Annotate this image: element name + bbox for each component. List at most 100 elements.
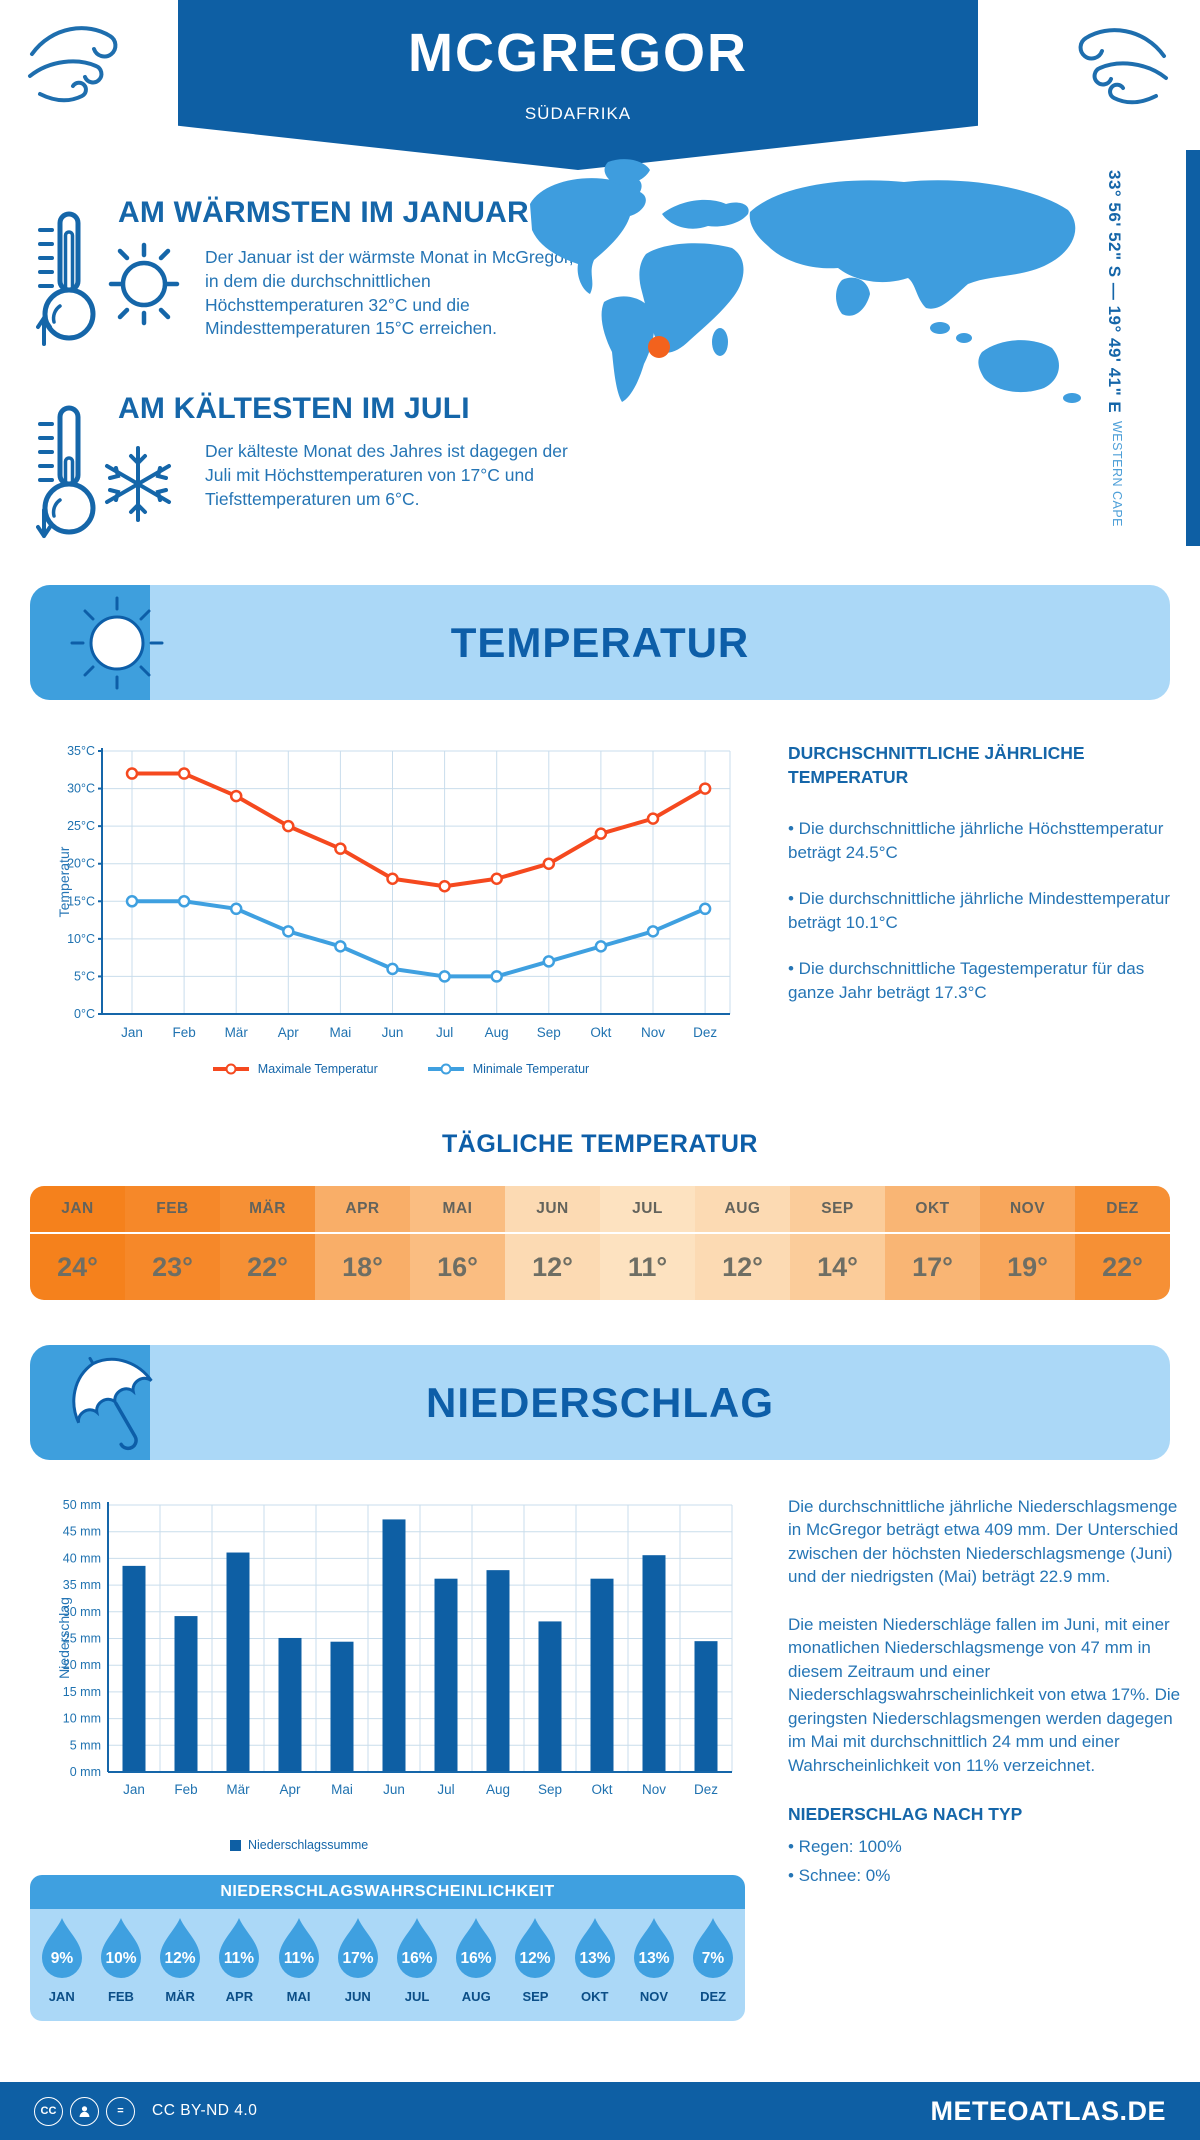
map-asia bbox=[749, 180, 1076, 309]
daily-temp-value: 17° bbox=[912, 1251, 953, 1282]
svg-text:20°C: 20°C bbox=[67, 857, 95, 871]
daily-temp-cell-okt: OKT 17° bbox=[885, 1186, 980, 1300]
svg-text:10 mm: 10 mm bbox=[63, 1712, 101, 1726]
daily-temp-cell-jan: JAN 24° bbox=[30, 1186, 125, 1300]
raindrop-icon: 7% bbox=[693, 1918, 734, 1978]
raindrop-icon: 10% bbox=[100, 1918, 141, 1978]
daily-temp-cell-aug: AUG 12° bbox=[695, 1186, 790, 1300]
svg-text:Apr: Apr bbox=[278, 1025, 300, 1040]
precipitation-type-bullets: • Regen: 100% • Schnee: 0% bbox=[788, 1835, 1183, 1888]
daily-temp-month: MAI bbox=[442, 1200, 473, 1217]
precipitation-text-block: Die durchschnittliche jährliche Niedersc… bbox=[788, 1495, 1183, 1894]
map-australia bbox=[978, 340, 1059, 393]
map-north-america bbox=[530, 176, 646, 294]
cc-person-icon bbox=[70, 2096, 99, 2126]
probability-drop-aug: 16% AUG bbox=[449, 1916, 504, 2004]
probability-month: DEZ bbox=[700, 1989, 727, 2004]
probability-value: 13% bbox=[638, 1950, 669, 1967]
bullet-item: • Die durchschnittliche jährliche Mindes… bbox=[788, 889, 1171, 932]
raindrop-icon: 16% bbox=[456, 1918, 497, 1978]
precipitation-banner: NIEDERSCHLAG bbox=[30, 1345, 1170, 1460]
daily-temp-month: FEB bbox=[156, 1200, 189, 1217]
svg-text:Dez: Dez bbox=[693, 1025, 717, 1040]
cell-divider bbox=[980, 1232, 1075, 1234]
map-new-zealand bbox=[1063, 393, 1081, 403]
probability-month: OKT bbox=[580, 1989, 609, 2004]
cell-divider bbox=[1075, 1232, 1170, 1234]
daily-temp-value: 14° bbox=[817, 1251, 858, 1282]
precipitation-paragraph-1: Die durchschnittliche jährliche Niedersc… bbox=[788, 1497, 1179, 1587]
raindrop-icon: 13% bbox=[633, 1918, 674, 1978]
probability-drop-mär: 12% MÄR bbox=[153, 1916, 208, 2004]
probability-value: 12% bbox=[520, 1950, 551, 1967]
world-map bbox=[530, 159, 1081, 403]
svg-text:50 mm: 50 mm bbox=[63, 1498, 101, 1512]
probability-month: SEP bbox=[522, 1989, 549, 2004]
daily-temp-cell-mai: MAI 16° bbox=[410, 1186, 505, 1300]
thermometer-cold-icon bbox=[36, 405, 96, 538]
daily-temp-value: 12° bbox=[722, 1251, 763, 1282]
svg-text:Mär: Mär bbox=[226, 1782, 250, 1797]
probability-title: NIEDERSCHLAGSWAHRSCHEINLICHKEIT bbox=[30, 1875, 745, 1909]
probability-month: AUG bbox=[461, 1989, 491, 2004]
svg-text:Mai: Mai bbox=[330, 1025, 352, 1040]
daily-temp-month: JUL bbox=[632, 1200, 663, 1217]
svg-text:Jan: Jan bbox=[123, 1782, 145, 1797]
probability-drop-okt: 13% OKT bbox=[567, 1916, 622, 2004]
cell-divider bbox=[695, 1232, 790, 1234]
raindrop-icon: 17% bbox=[337, 1918, 378, 1978]
probability-value: 13% bbox=[579, 1950, 610, 1967]
precipitation-chart-legend: Niederschlagssumme bbox=[55, 1838, 745, 1852]
svg-text:Feb: Feb bbox=[174, 1782, 197, 1797]
svg-text:Jun: Jun bbox=[382, 1025, 404, 1040]
raindrop-icon: 11% bbox=[278, 1918, 319, 1978]
daily-temp-month: SEP bbox=[821, 1200, 854, 1217]
probability-value: 16% bbox=[461, 1950, 492, 1967]
temperature-line-chart: 0°C 5°C 10°C 15°C 20°C 25°C 30°C 35°C Jan Feb Mär A… bbox=[56, 744, 731, 1040]
map-india bbox=[836, 277, 870, 316]
legend-label: Maximale Temperatur bbox=[257, 1062, 378, 1076]
temperature-banner-title: TEMPERATUR bbox=[450, 618, 750, 666]
precipitation-paragraph-2: Die meisten Niederschläge fallen im Juni… bbox=[788, 1614, 1181, 1775]
legend-line-sample bbox=[212, 1063, 249, 1075]
map-south-america bbox=[601, 296, 655, 402]
svg-text:0°C: 0°C bbox=[74, 1007, 95, 1021]
daily-temp-month: NOV bbox=[1009, 1200, 1046, 1217]
probability-drop-jan: 9% JAN bbox=[34, 1916, 89, 2004]
raindrop-icon: 16% bbox=[397, 1918, 438, 1978]
svg-text:Dez: Dez bbox=[694, 1782, 718, 1797]
probability-month: JUL bbox=[404, 1989, 430, 2004]
cell-divider bbox=[410, 1232, 505, 1234]
daily-temp-cell-dez: DEZ 22° bbox=[1075, 1186, 1170, 1300]
page-subtitle: SÜDAFRIKA bbox=[524, 104, 632, 123]
daily-temp-value: 19° bbox=[1007, 1251, 1048, 1282]
probability-drop-apr: 11% APR bbox=[212, 1916, 267, 2004]
precipitation-type-heading: NIEDERSCHLAG NACH TYP bbox=[788, 1803, 1023, 1824]
location-marker bbox=[648, 336, 670, 358]
raindrop-icon: 9% bbox=[41, 1918, 82, 1978]
svg-text:35 mm: 35 mm bbox=[63, 1578, 101, 1592]
warmest-heading: AM WÄRMSTEN IM JANUAR bbox=[118, 196, 529, 229]
probability-drop-sep: 12% SEP bbox=[508, 1916, 563, 2004]
svg-text:Apr: Apr bbox=[279, 1782, 301, 1797]
legend-swatch bbox=[230, 1839, 241, 1851]
page-title: MCGREGOR bbox=[408, 23, 748, 83]
svg-text:5 mm: 5 mm bbox=[70, 1738, 101, 1752]
temperature-chart-legend: Maximale Temperatur Minimale Temperatur bbox=[55, 1062, 745, 1076]
legend-line-sample bbox=[427, 1063, 464, 1075]
daily-temp-month: OKT bbox=[915, 1200, 950, 1217]
map-europe bbox=[662, 199, 749, 229]
raindrop-icon: 13% bbox=[574, 1918, 615, 1978]
probability-month: FEB bbox=[107, 1989, 134, 2004]
svg-text:30°C: 30°C bbox=[67, 782, 95, 796]
cell-divider bbox=[315, 1232, 410, 1234]
probability-drop-jul: 16% JUL bbox=[390, 1916, 445, 2004]
svg-text:Temperatur: Temperatur bbox=[56, 846, 72, 917]
bullet-item: • Regen: 100% bbox=[788, 1836, 902, 1856]
daily-temp-month: APR bbox=[345, 1200, 380, 1217]
svg-text:Jun: Jun bbox=[383, 1782, 405, 1797]
cell-divider bbox=[125, 1232, 220, 1234]
probability-month: APR bbox=[225, 1989, 254, 2004]
svg-text:Mai: Mai bbox=[331, 1782, 353, 1797]
svg-text:Okt: Okt bbox=[590, 1025, 611, 1040]
